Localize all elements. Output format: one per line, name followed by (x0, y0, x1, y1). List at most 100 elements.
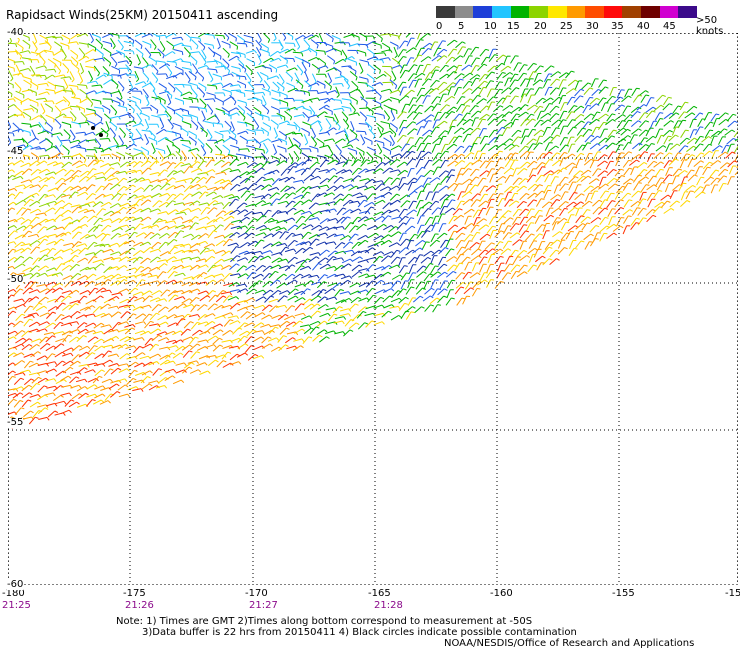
wind-barb (108, 242, 118, 248)
wind-barb-flag (79, 80, 83, 84)
wind-barb-flag (469, 198, 474, 202)
wind-barb-flag (533, 138, 537, 141)
wind-barb (559, 176, 566, 185)
wind-barb-flag (499, 134, 503, 136)
wind-barb (246, 128, 256, 133)
wind-barb (243, 211, 253, 217)
wind-barb (592, 168, 599, 177)
wind-barb-flag (419, 137, 424, 139)
wind-barb (630, 201, 639, 208)
wind-barb (189, 222, 196, 230)
wind-barb (389, 41, 399, 47)
wind-barb (227, 153, 237, 158)
wind-barb-flag (627, 182, 632, 185)
wind-barb-flag (269, 250, 273, 254)
wind-barb (63, 176, 72, 183)
wind-barb (125, 226, 134, 233)
wind-barb (331, 98, 341, 101)
wind-barb (246, 170, 255, 176)
wind-barb-flag (174, 271, 178, 274)
wind-barb-flag (348, 263, 352, 267)
wind-barb-flag (364, 239, 369, 243)
wind-barb (230, 255, 238, 263)
wind-barb-flag (364, 117, 368, 122)
wind-barb-flag (10, 93, 13, 98)
wind-barb-flag (426, 230, 431, 233)
wind-barb (325, 118, 332, 127)
wind-barb-flag (694, 137, 698, 141)
wind-barb (35, 212, 45, 216)
wind-barb-flag (353, 159, 357, 163)
wind-barb (510, 264, 518, 273)
wind-barb (388, 106, 397, 111)
wind-barb-flag (23, 144, 27, 149)
wind-barb-flag (436, 65, 440, 68)
wind-barb-flag (427, 33, 431, 36)
wind-barb (166, 105, 175, 112)
wind-barb-flag (652, 135, 657, 139)
wind-barb (188, 249, 198, 253)
wind-barb-flag (388, 33, 392, 37)
wind-barb (60, 42, 69, 47)
wind-barb-flag (83, 159, 87, 163)
wind-barb (160, 183, 168, 190)
wind-barb (14, 272, 24, 276)
wind-barb-flag (238, 175, 242, 179)
wind-barb (68, 84, 78, 87)
wind-barb-flag (60, 272, 64, 276)
wind-barb (341, 105, 351, 109)
wind-barb-flag (476, 242, 480, 245)
wind-barb (110, 280, 119, 287)
wind-barb-flag (636, 159, 640, 163)
wind-barb (559, 137, 565, 146)
wind-barb-flag (435, 265, 439, 267)
wind-barb (171, 259, 182, 263)
wind-barb-flag (517, 136, 522, 139)
wind-barb (503, 217, 511, 225)
wind-barb-flag (542, 152, 547, 155)
wind-barb-flag (38, 115, 43, 119)
wind-barb (703, 176, 711, 184)
wind-barb-flag (260, 273, 264, 277)
wind-barb (583, 113, 592, 121)
wind-barb (171, 131, 181, 135)
wind-barb (574, 88, 582, 97)
wind-barb-flag (212, 45, 215, 49)
wind-barb (390, 96, 400, 101)
wind-barb-flag (12, 248, 17, 251)
wind-barb-flag (399, 153, 403, 157)
wind-barb-flag (190, 116, 193, 120)
wind-barb (214, 145, 223, 153)
wind-barb-flag (165, 241, 169, 244)
wind-barb-flag (542, 97, 546, 101)
wind-barb (319, 144, 329, 149)
wind-barb-flag (379, 82, 384, 86)
wind-barb-flag (206, 247, 210, 250)
wind-barb-flag (291, 264, 296, 267)
wind-barb (478, 128, 484, 137)
wind-barb (254, 111, 264, 117)
wind-barb (582, 105, 588, 114)
wind-barb-flag (169, 72, 173, 76)
wind-barb-flag (490, 80, 495, 82)
wind-barb (496, 119, 504, 126)
wind-barb (399, 194, 408, 201)
wind-barb (269, 279, 278, 287)
wind-barb-flag (628, 159, 633, 162)
wind-barb (85, 252, 95, 256)
wind-barb (446, 143, 455, 151)
wind-barb (46, 240, 55, 246)
wind-barb (75, 131, 85, 134)
wind-barb (237, 130, 246, 135)
wind-barb (584, 135, 592, 143)
wind-barb (606, 200, 613, 209)
wind-barb (299, 265, 309, 271)
wind-barb-flag (109, 218, 113, 222)
wind-barb (454, 173, 460, 183)
wind-barb (88, 70, 94, 80)
wind-barb (528, 168, 534, 178)
wind-barb-flag (454, 153, 459, 157)
wind-barb-flag (397, 199, 401, 203)
wind-barb (380, 33, 390, 36)
wind-barb (669, 143, 678, 151)
